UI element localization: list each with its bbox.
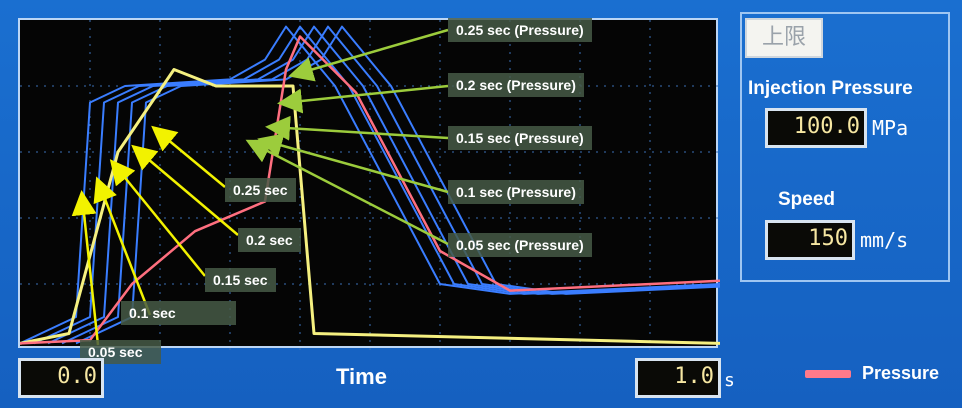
time-start-display: 0.0 [18, 358, 104, 398]
injection-pressure-label: Injection Pressure [748, 78, 913, 99]
arrow-speed-01 [93, 176, 152, 316]
time-end-unit: s [724, 370, 735, 391]
callout-pressure-02: 0.2 sec (Pressure) [448, 73, 584, 97]
time-axis-label: Time [336, 364, 387, 389]
callout-speed-02: 0.2 sec [238, 228, 301, 252]
oscilloscope-chart [18, 18, 720, 350]
callout-speed-025: 0.25 sec [225, 178, 296, 202]
blue-trace-1 [33, 25, 720, 345]
injection-pressure-display: 100.0 [765, 108, 867, 148]
settings-panel [740, 12, 950, 282]
blue-trace-0 [20, 25, 720, 345]
callout-speed-015: 0.15 sec [205, 268, 276, 292]
arrow-pressure-025 [288, 28, 449, 82]
upper-limit-button[interactable]: 上限 [745, 18, 823, 58]
pressure-trace [20, 35, 720, 345]
speed-trace [20, 68, 720, 345]
arrow-pressure-01 [257, 133, 449, 194]
arrow-speed-015 [109, 159, 206, 277]
time-end-display: 1.0 [635, 358, 721, 398]
blue-trace-4 [75, 25, 720, 345]
arrow-pressure-015 [265, 115, 449, 141]
pressure-legend-label: Pressure [862, 363, 940, 383]
callout-pressure-01: 0.1 sec (Pressure) [448, 180, 584, 204]
callout-pressure-005: 0.05 sec (Pressure) [448, 233, 592, 257]
arrow-speed-025 [151, 125, 226, 188]
injection-pressure-unit: MPa [872, 116, 909, 140]
arrow-pressure-005 [245, 139, 449, 246]
arrow-pressure-02 [277, 84, 449, 114]
callout-pressure-025: 0.25 sec (Pressure) [448, 18, 592, 42]
arrow-speed-005 [71, 190, 100, 346]
speed-label: Speed [778, 189, 836, 210]
speed-display: 150 [765, 220, 855, 260]
callout-speed-01: 0.1 sec [121, 301, 236, 325]
pressure-legend-swatch [805, 370, 851, 378]
speed-unit: mm/s [860, 228, 909, 252]
callout-pressure-015: 0.15 sec (Pressure) [448, 126, 592, 150]
arrow-speed-02 [131, 144, 239, 236]
